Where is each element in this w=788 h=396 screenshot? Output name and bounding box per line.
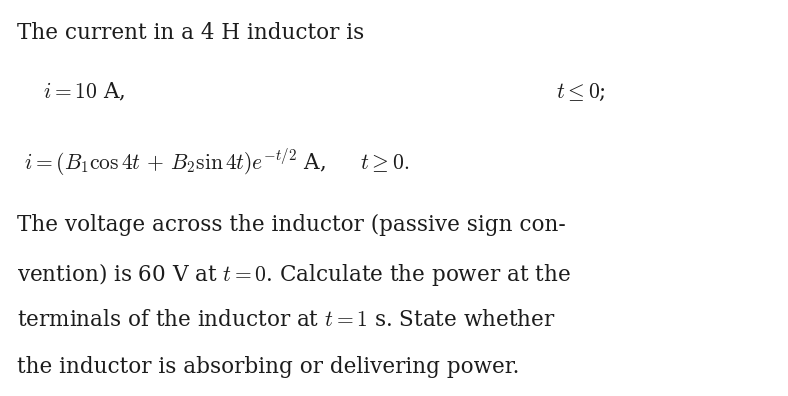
Text: the inductor is absorbing or delivering power.: the inductor is absorbing or delivering …	[17, 356, 520, 379]
Text: The voltage across the inductor (passive sign con-: The voltage across the inductor (passive…	[17, 214, 566, 236]
Text: $i = 10$ A,: $i = 10$ A,	[43, 81, 125, 103]
Text: $t \leq 0$;: $t \leq 0$;	[556, 81, 605, 103]
Text: terminals of the inductor at $t = 1$ s. State whether: terminals of the inductor at $t = 1$ s. …	[17, 309, 556, 331]
Text: vention) is 60 V at $t = 0$. Calculate the power at the: vention) is 60 V at $t = 0$. Calculate t…	[17, 261, 571, 288]
Text: $i = (B_1 \cos 4t\, +\, B_2 \sin 4t)e^{-t/2}$ A,     $t \geq 0.$: $i = (B_1 \cos 4t\, +\, B_2 \sin 4t)e^{-…	[24, 147, 409, 178]
Text: The current in a 4 H inductor is: The current in a 4 H inductor is	[17, 22, 365, 44]
